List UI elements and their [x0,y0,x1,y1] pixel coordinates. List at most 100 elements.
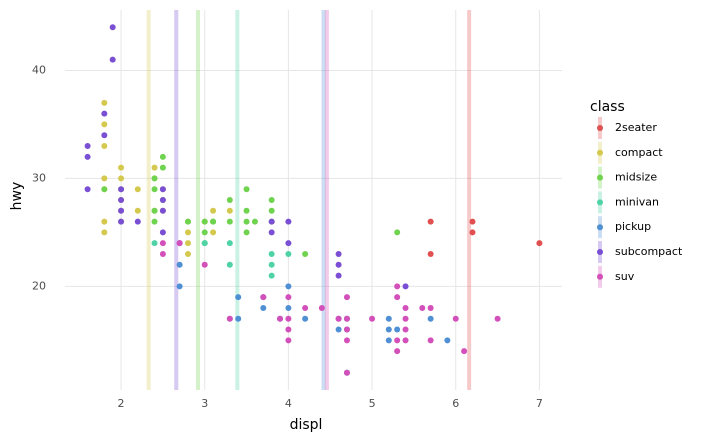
point [201,261,208,268]
point [176,261,183,268]
point [159,207,166,214]
point [151,175,158,182]
point [226,207,233,214]
point [419,304,426,311]
point [285,240,292,247]
point [302,315,309,322]
point [335,272,342,279]
legend-key [597,149,603,156]
point [176,240,183,247]
point [118,218,125,225]
x-tick-label: 2 [118,397,125,410]
point [285,304,292,311]
point [452,315,459,322]
point [118,186,125,193]
point [268,229,275,236]
point [385,326,392,333]
legend-title: class [590,99,625,115]
point [343,337,350,344]
point [118,207,125,214]
point [159,164,166,171]
point [251,218,258,225]
point [84,153,91,160]
point [394,348,401,355]
point [285,315,292,322]
point [159,250,166,257]
point [385,337,392,344]
y-tick-label: 40 [32,63,46,76]
point [184,218,191,225]
legend-key [597,273,603,280]
point [243,229,250,236]
point [210,229,217,236]
point [335,261,342,268]
point [151,207,158,214]
point [151,218,158,225]
point [285,337,292,344]
point [402,283,409,290]
point [427,250,434,257]
point [494,315,501,322]
point [159,197,166,203]
point [109,56,116,63]
point [343,369,350,376]
point [260,294,267,301]
point [277,315,284,322]
point [343,315,350,322]
point [226,218,233,225]
point [235,294,242,301]
x-tick-label: 7 [536,397,543,410]
point [469,218,476,225]
x-axis-title: displ [290,417,323,433]
point [109,24,116,31]
point [201,240,208,247]
legend-key [597,224,603,231]
point [151,164,158,171]
point [394,229,401,236]
point [385,315,392,322]
point [226,240,233,247]
point [402,315,409,322]
x-tick-label: 6 [452,397,459,410]
point [101,186,108,193]
point [101,229,108,236]
point [285,326,292,333]
point [427,218,434,225]
point [427,315,434,322]
point [536,240,543,247]
point [285,250,292,257]
point [402,326,409,333]
point [184,250,191,257]
point [101,218,108,225]
point [302,250,309,257]
point [343,294,350,301]
point [369,315,376,322]
point [260,304,267,311]
point [118,197,125,203]
point [101,175,108,182]
legend-label: pickup [615,220,651,233]
point [268,207,275,214]
point [159,153,166,160]
point [335,315,342,322]
point [151,240,158,247]
point [235,315,242,322]
point [402,337,409,344]
point [394,337,401,344]
point [184,240,191,247]
legend-label: suv [615,270,635,283]
point [226,315,233,322]
point [118,175,125,182]
legend-key [597,199,603,206]
point [243,186,250,193]
point [461,348,468,355]
point [394,283,401,290]
legend-label: compact [615,146,663,159]
x-tick-label: 4 [285,397,292,410]
point [159,186,166,193]
legend-label: subcompact [615,245,683,258]
point [226,197,233,203]
point [118,164,125,171]
